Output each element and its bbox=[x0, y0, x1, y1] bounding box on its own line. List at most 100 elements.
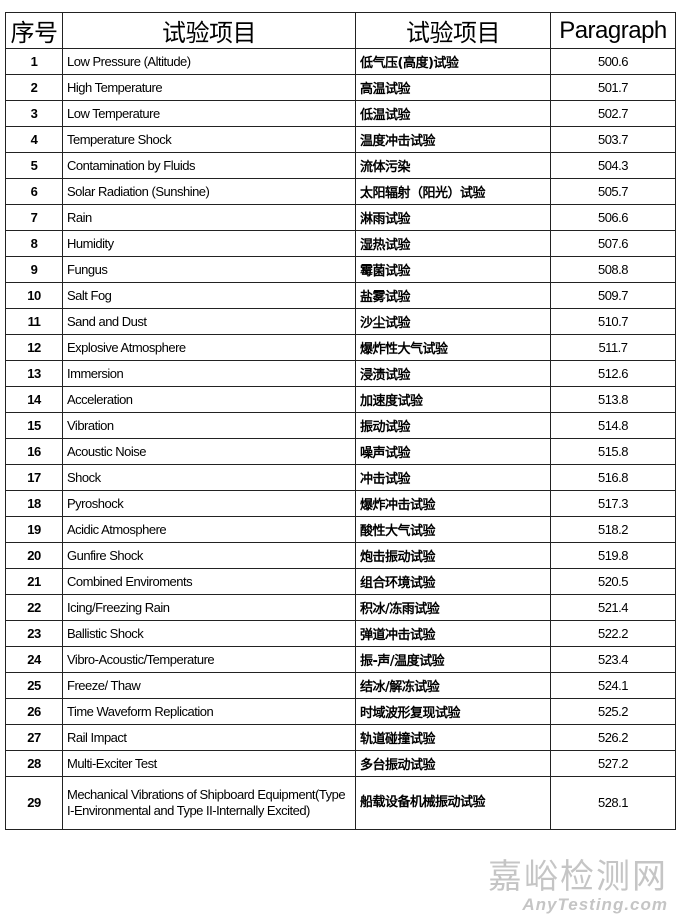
cell-no: 13 bbox=[5, 360, 63, 387]
cell-para: 512.6 bbox=[550, 360, 676, 387]
cell-zh: 轨道碰撞试验 bbox=[355, 724, 551, 751]
cell-en: Gunfire Shock bbox=[62, 542, 356, 569]
cell-en: Contamination by Fluids bbox=[62, 152, 356, 179]
cell-para: 500.6 bbox=[550, 48, 676, 75]
cell-para: 516.8 bbox=[550, 464, 676, 491]
cell-para: 507.6 bbox=[550, 230, 676, 257]
cell-zh: 低温试验 bbox=[355, 100, 551, 127]
cell-zh: 霉菌试验 bbox=[355, 256, 551, 283]
table-row: 29 Mechanical Vibrations of Shipboard Equ… bbox=[5, 776, 676, 830]
header-row: 序号 试验项目 试验项目 Paragraph bbox=[5, 12, 676, 49]
cell-en: Acceleration bbox=[62, 386, 356, 413]
cell-zh: 流体污染 bbox=[355, 152, 551, 179]
table-row: 1 Low Pressure (Altitude) 低气压(高度)试验 500.6 bbox=[5, 48, 676, 75]
cell-no: 11 bbox=[5, 308, 63, 335]
cell-zh: 低气压(高度)试验 bbox=[355, 48, 551, 75]
cell-en: Sand and Dust bbox=[62, 308, 356, 335]
table-row: 9 Fungus 霉菌试验 508.8 bbox=[5, 256, 676, 283]
cell-para: 508.8 bbox=[550, 256, 676, 283]
cell-no: 8 bbox=[5, 230, 63, 257]
cell-zh: 酸性大气试验 bbox=[355, 516, 551, 543]
watermark-logo: 嘉峪检测网 AnyTesting.com bbox=[488, 859, 668, 915]
cell-no: 9 bbox=[5, 256, 63, 283]
cell-para: 503.7 bbox=[550, 126, 676, 153]
cell-en: Time Waveform Replication bbox=[62, 698, 356, 725]
table-row: 3 Low Temperature 低温试验 502.7 bbox=[5, 100, 676, 127]
table-row: 12 Explosive Atmosphere 爆炸性大气试验 511.7 bbox=[5, 334, 676, 361]
cell-en: Shock bbox=[62, 464, 356, 491]
cell-en: Pyroshock bbox=[62, 490, 356, 517]
table-row: 28 Multi-Exciter Test 多台振动试验 527.2 bbox=[5, 750, 676, 777]
table-row: 22 Icing/Freezing Rain 积冰/冻雨试验 521.4 bbox=[5, 594, 676, 621]
cell-para: 514.8 bbox=[550, 412, 676, 439]
cell-para: 511.7 bbox=[550, 334, 676, 361]
watermark-cn: 嘉峪检测网 bbox=[488, 857, 668, 897]
cell-no: 27 bbox=[5, 724, 63, 751]
cell-no: 12 bbox=[5, 334, 63, 361]
cell-en: Low Temperature bbox=[62, 100, 356, 127]
table-row: 20 Gunfire Shock 炮击振动试验 519.8 bbox=[5, 542, 676, 569]
cell-zh: 多台振动试验 bbox=[355, 750, 551, 777]
cell-en: Vibration bbox=[62, 412, 356, 439]
header-item-zh: 试验项目 bbox=[355, 12, 551, 49]
header-paragraph: Paragraph bbox=[550, 12, 676, 49]
cell-en: Humidity bbox=[62, 230, 356, 257]
cell-no: 5 bbox=[5, 152, 63, 179]
header-no: 序号 bbox=[5, 12, 63, 49]
cell-para: 519.8 bbox=[550, 542, 676, 569]
cell-zh: 湿热试验 bbox=[355, 230, 551, 257]
cell-para: 521.4 bbox=[550, 594, 676, 621]
table-row: 27 Rail Impact 轨道碰撞试验 526.2 bbox=[5, 724, 676, 751]
cell-en: Freeze/ Thaw bbox=[62, 672, 356, 699]
cell-no: 3 bbox=[5, 100, 63, 127]
cell-en: Rail Impact bbox=[62, 724, 356, 751]
table-row: 13 Immersion 浸渍试验 512.6 bbox=[5, 360, 676, 387]
cell-en: Combined Enviroments bbox=[62, 568, 356, 595]
watermark-en: AnyTesting.com bbox=[522, 895, 668, 914]
cell-zh: 噪声试验 bbox=[355, 438, 551, 465]
cell-para: 527.2 bbox=[550, 750, 676, 777]
cell-zh: 爆炸性大气试验 bbox=[355, 334, 551, 361]
cell-para: 506.6 bbox=[550, 204, 676, 231]
cell-en: Solar Radiation (Sunshine) bbox=[62, 178, 356, 205]
test-items-table: 序号 试验项目 试验项目 Paragraph 1 Low Pressure (Al… bbox=[5, 12, 676, 830]
cell-en: Ballistic Shock bbox=[62, 620, 356, 647]
cell-zh: 船载设备机械振动试验 bbox=[355, 776, 551, 830]
cell-zh: 浸渍试验 bbox=[355, 360, 551, 387]
cell-no: 28 bbox=[5, 750, 63, 777]
cell-para: 510.7 bbox=[550, 308, 676, 335]
cell-no: 4 bbox=[5, 126, 63, 153]
table-row: 24 Vibro-Acoustic/Temperature 振-声/温度试验 523.… bbox=[5, 646, 676, 673]
cell-para: 526.2 bbox=[550, 724, 676, 751]
cell-zh: 积冰/冻雨试验 bbox=[355, 594, 551, 621]
cell-en: High Temperature bbox=[62, 74, 356, 101]
cell-no: 20 bbox=[5, 542, 63, 569]
cell-zh: 爆炸冲击试验 bbox=[355, 490, 551, 517]
cell-no: 23 bbox=[5, 620, 63, 647]
cell-para: 501.7 bbox=[550, 74, 676, 101]
table-row: 25 Freeze/ Thaw 结冰/解冻试验 524.1 bbox=[5, 672, 676, 699]
cell-en: Icing/Freezing Rain bbox=[62, 594, 356, 621]
table-row: 16 Acoustic Noise 噪声试验 515.8 bbox=[5, 438, 676, 465]
cell-no: 14 bbox=[5, 386, 63, 413]
table-row: 14 Acceleration 加速度试验 513.8 bbox=[5, 386, 676, 413]
cell-no: 15 bbox=[5, 412, 63, 439]
cell-en: Acoustic Noise bbox=[62, 438, 356, 465]
cell-en: Acidic Atmosphere bbox=[62, 516, 356, 543]
cell-no: 17 bbox=[5, 464, 63, 491]
cell-en: Vibro-Acoustic/Temperature bbox=[62, 646, 356, 673]
cell-en: Immersion bbox=[62, 360, 356, 387]
cell-zh: 沙尘试验 bbox=[355, 308, 551, 335]
table-row: 7 Rain 淋雨试验 506.6 bbox=[5, 204, 676, 231]
cell-zh: 加速度试验 bbox=[355, 386, 551, 413]
table-row: 11 Sand and Dust 沙尘试验 510.7 bbox=[5, 308, 676, 335]
cell-en: Temperature Shock bbox=[62, 126, 356, 153]
cell-para: 513.8 bbox=[550, 386, 676, 413]
table-row: 8 Humidity 湿热试验 507.6 bbox=[5, 230, 676, 257]
cell-para: 502.7 bbox=[550, 100, 676, 127]
cell-no: 6 bbox=[5, 178, 63, 205]
cell-para: 504.3 bbox=[550, 152, 676, 179]
cell-para: 523.4 bbox=[550, 646, 676, 673]
cell-zh: 结冰/解冻试验 bbox=[355, 672, 551, 699]
cell-en: Mechanical Vibrations of Shipboard Equip… bbox=[62, 776, 356, 830]
